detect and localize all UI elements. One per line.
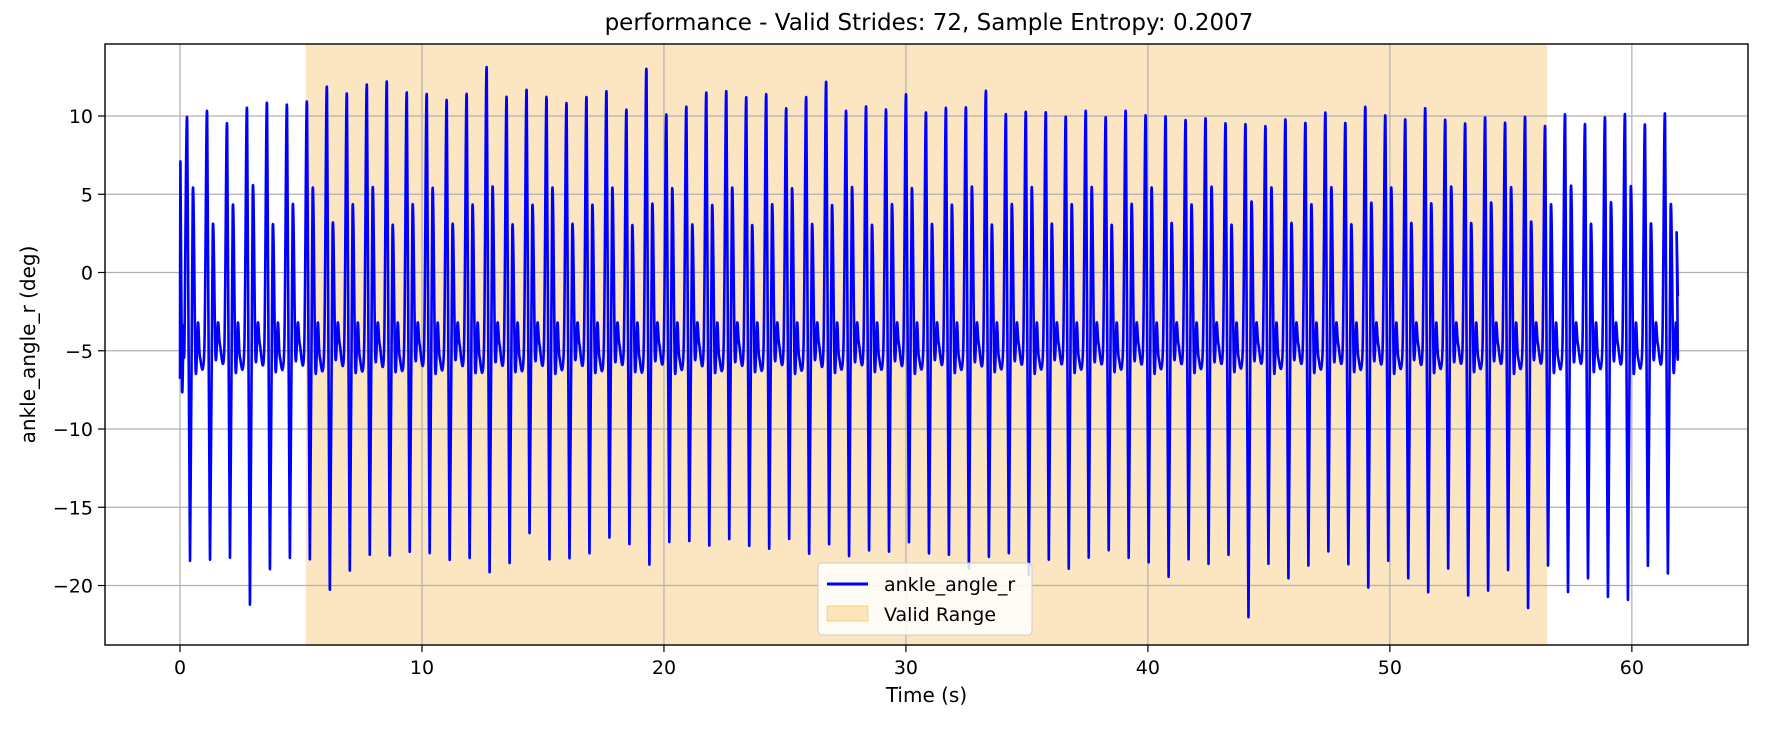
legend-swatch-valid-range xyxy=(826,605,869,622)
y-tick-label: 0 xyxy=(81,263,93,285)
y-tick-label: −10 xyxy=(53,419,93,441)
y-tick-label: −15 xyxy=(53,497,93,519)
y-tick-label: −20 xyxy=(53,576,93,598)
chart-title: performance - Valid Strides: 72, Sample … xyxy=(605,10,1254,36)
y-tick-label: 10 xyxy=(69,106,93,128)
legend-label-valid-range: Valid Range xyxy=(884,604,996,626)
series-layer xyxy=(178,65,1680,619)
x-tick-label: 20 xyxy=(652,657,676,679)
series-line-ankle-angle-r xyxy=(178,65,1680,619)
y-axis: −20 −15 −10 −5 0 5 10 xyxy=(53,106,105,598)
x-tick-label: 10 xyxy=(410,657,434,679)
y-tick-label: 5 xyxy=(81,184,93,206)
x-tick-label: 0 xyxy=(174,657,186,679)
x-axis-label: Time (s) xyxy=(885,683,967,707)
x-tick-label: 60 xyxy=(1620,657,1644,679)
y-tick-label: −5 xyxy=(65,341,93,363)
y-axis-label: ankle_angle_r (deg) xyxy=(16,246,40,444)
x-tick-label: 30 xyxy=(894,657,918,679)
legend-label-ankle-angle-r: ankle_angle_r xyxy=(884,574,1015,596)
legend: ankle_angle_r Valid Range xyxy=(817,562,1033,636)
x-tick-label: 50 xyxy=(1378,657,1402,679)
plot-frame xyxy=(104,43,1749,646)
legend-box xyxy=(817,562,1033,636)
x-axis: 0 10 20 30 40 50 60 xyxy=(174,645,1644,679)
x-tick-label: 40 xyxy=(1136,657,1160,679)
